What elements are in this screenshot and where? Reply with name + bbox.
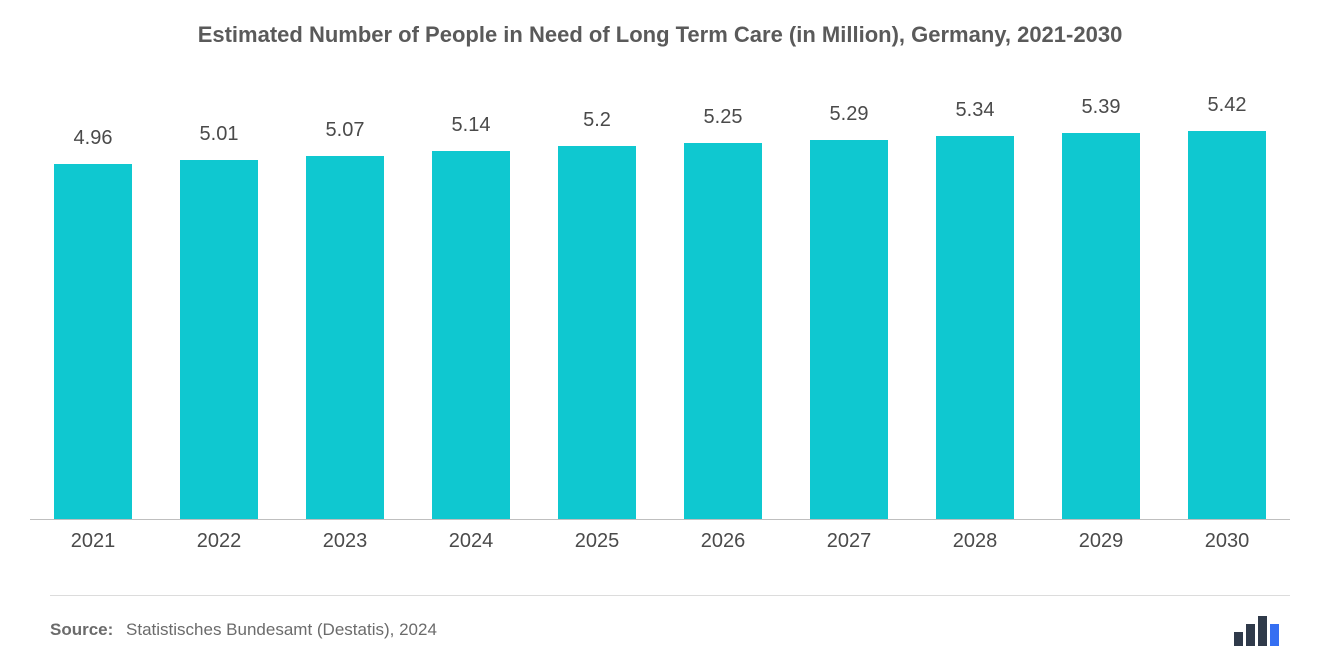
source-label: Source: [50, 620, 113, 639]
bar-value-label: 5.2 [534, 109, 660, 132]
bar [306, 156, 384, 519]
source-attribution: Source: Statistisches Bundesamt (Destati… [50, 620, 437, 640]
bar-value-label: 4.96 [30, 127, 156, 150]
bar-value-label: 5.29 [786, 103, 912, 126]
bar-value-label: 5.34 [912, 99, 1038, 122]
bar-slot: 5.252026 [660, 90, 786, 519]
x-axis-label: 2027 [786, 530, 912, 553]
bar-value-label: 5.39 [1038, 96, 1164, 119]
brand-logo-icon [1234, 614, 1290, 646]
bar-slot: 5.292027 [786, 90, 912, 519]
bar-slot: 5.012022 [156, 90, 282, 519]
bar [54, 164, 132, 519]
logo-bar-icon [1246, 624, 1255, 646]
bar [558, 146, 636, 519]
x-axis-label: 2029 [1038, 530, 1164, 553]
chart-plot-area: 4.9620215.0120225.0720235.1420245.220255… [30, 90, 1290, 560]
bar-slot: 4.962021 [30, 90, 156, 519]
chart-footer: Source: Statistisches Bundesamt (Destati… [50, 595, 1290, 655]
bar-slot: 5.142024 [408, 90, 534, 519]
x-axis-label: 2021 [30, 530, 156, 553]
logo-bar-icon [1270, 624, 1279, 646]
bar-slot: 5.22025 [534, 90, 660, 519]
x-axis-label: 2023 [282, 530, 408, 553]
source-text: Statistisches Bundesamt (Destatis), 2024 [126, 620, 437, 639]
bar [1062, 133, 1140, 519]
x-axis-label: 2024 [408, 530, 534, 553]
bar-slot: 5.342028 [912, 90, 1038, 519]
x-axis-label: 2030 [1164, 530, 1290, 553]
bar [936, 136, 1014, 519]
bar [180, 160, 258, 519]
bar-value-label: 5.42 [1164, 94, 1290, 117]
bar-slot: 5.072023 [282, 90, 408, 519]
bar [684, 143, 762, 519]
bar-value-label: 5.25 [660, 106, 786, 129]
bar [432, 151, 510, 519]
x-axis-label: 2025 [534, 530, 660, 553]
chart-bars-container: 4.9620215.0120225.0720235.1420245.220255… [30, 90, 1290, 520]
bar-value-label: 5.07 [282, 119, 408, 142]
x-axis-label: 2028 [912, 530, 1038, 553]
bar-slot: 5.392029 [1038, 90, 1164, 519]
x-axis-label: 2022 [156, 530, 282, 553]
bar [810, 140, 888, 519]
logo-bar-icon [1258, 616, 1267, 646]
chart-title: Estimated Number of People in Need of Lo… [50, 22, 1270, 48]
bar [1188, 131, 1266, 519]
bar-value-label: 5.14 [408, 114, 534, 137]
logo-bar-icon [1234, 632, 1243, 646]
bar-slot: 5.422030 [1164, 90, 1290, 519]
bar-value-label: 5.01 [156, 123, 282, 146]
x-axis-label: 2026 [660, 530, 786, 553]
